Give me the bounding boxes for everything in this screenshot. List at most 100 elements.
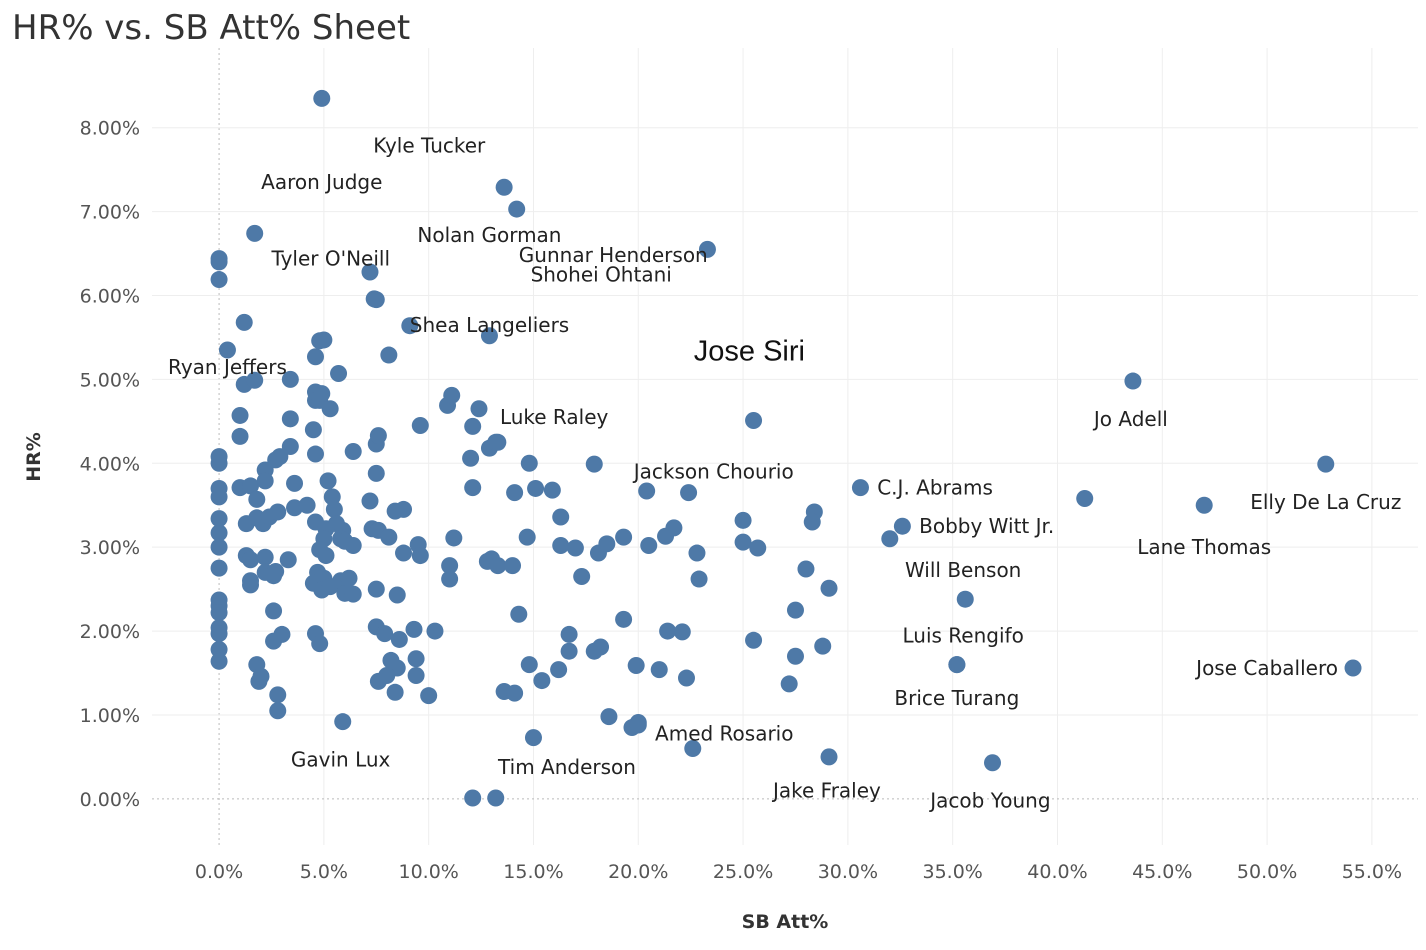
data-point[interactable] [598, 535, 616, 553]
data-point-labeled[interactable] [489, 433, 507, 451]
data-point[interactable] [395, 500, 413, 518]
data-point[interactable] [271, 448, 289, 466]
data-point[interactable] [380, 528, 398, 546]
data-point[interactable] [552, 536, 570, 554]
data-point[interactable] [470, 400, 488, 418]
data-point[interactable] [273, 625, 291, 643]
data-point[interactable] [390, 630, 408, 648]
data-point[interactable] [306, 348, 324, 366]
data-point[interactable] [464, 789, 482, 807]
data-point[interactable] [543, 481, 561, 499]
data-point[interactable] [340, 569, 358, 587]
data-point-labeled[interactable] [820, 748, 838, 766]
data-point-labeled[interactable] [851, 479, 869, 497]
data-point[interactable] [506, 484, 524, 502]
data-point[interactable] [803, 513, 821, 531]
data-point[interactable] [566, 539, 584, 557]
data-point[interactable] [640, 536, 658, 554]
data-point[interactable] [281, 410, 299, 428]
data-point[interactable] [684, 740, 702, 758]
data-point[interactable] [361, 263, 379, 281]
data-point[interactable] [464, 417, 482, 435]
data-point[interactable] [210, 625, 228, 643]
data-point-labeled[interactable] [984, 754, 1002, 772]
data-point[interactable] [242, 551, 260, 569]
data-point[interactable] [210, 271, 228, 289]
data-point[interactable] [786, 601, 804, 619]
data-point[interactable] [592, 638, 610, 656]
data-point[interactable] [304, 421, 322, 439]
data-point-labeled[interactable] [218, 341, 236, 359]
data-point-labeled[interactable] [745, 411, 763, 429]
data-point[interactable] [286, 474, 304, 492]
data-point[interactable] [520, 454, 538, 472]
data-point[interactable] [330, 365, 348, 383]
data-point[interactable] [786, 647, 804, 665]
data-point[interactable] [256, 548, 274, 566]
data-point[interactable] [489, 557, 507, 575]
data-point[interactable] [506, 684, 524, 702]
data-point[interactable] [638, 482, 656, 500]
data-point[interactable] [820, 579, 838, 597]
data-point[interactable] [780, 675, 798, 693]
data-point[interactable] [527, 479, 545, 497]
data-point[interactable] [573, 568, 591, 586]
data-point[interactable] [210, 488, 228, 506]
data-point-labeled[interactable] [893, 517, 911, 535]
data-point[interactable] [734, 533, 752, 551]
data-point[interactable] [797, 560, 815, 578]
data-point[interactable] [376, 625, 394, 643]
data-point[interactable] [367, 464, 385, 482]
data-point[interactable] [269, 702, 287, 720]
data-point[interactable] [269, 686, 287, 704]
data-point[interactable] [749, 539, 767, 557]
data-point-labeled[interactable] [524, 729, 542, 747]
data-point[interactable] [533, 672, 551, 690]
data-point[interactable] [673, 623, 691, 641]
data-point[interactable] [315, 331, 333, 349]
data-point-labeled[interactable] [1124, 372, 1142, 390]
data-point-labeled[interactable] [334, 713, 352, 731]
data-point[interactable] [504, 557, 522, 575]
data-point-labeled[interactable] [680, 484, 698, 502]
data-point[interactable] [210, 510, 228, 528]
data-point[interactable] [279, 551, 297, 569]
data-point[interactable] [235, 313, 253, 331]
data-point[interactable] [407, 667, 425, 685]
data-point[interactable] [231, 427, 249, 445]
data-point[interactable] [411, 417, 429, 435]
data-point[interactable] [242, 477, 260, 495]
data-point[interactable] [306, 445, 324, 463]
data-point[interactable] [210, 524, 228, 542]
data-point[interactable] [814, 637, 832, 655]
data-point[interactable] [411, 547, 429, 565]
data-point[interactable] [361, 492, 379, 510]
data-point-labeled[interactable] [508, 200, 526, 218]
data-point[interactable] [677, 669, 695, 687]
data-point[interactable] [367, 580, 385, 598]
data-point[interactable] [600, 708, 618, 726]
data-point[interactable] [378, 667, 396, 685]
data-point[interactable] [395, 544, 413, 562]
data-point[interactable] [615, 528, 633, 546]
data-point[interactable] [298, 496, 316, 514]
data-point-labeled[interactable] [367, 291, 385, 309]
data-point[interactable] [401, 317, 419, 335]
data-point[interactable] [690, 570, 708, 588]
data-point[interactable] [388, 586, 406, 604]
data-point[interactable] [420, 687, 438, 705]
data-point[interactable] [286, 499, 304, 517]
data-point[interactable] [325, 500, 343, 518]
data-point[interactable] [210, 253, 228, 271]
data-point-labeled[interactable] [948, 656, 966, 674]
data-point[interactable] [319, 472, 337, 490]
data-point[interactable] [585, 455, 603, 473]
data-point[interactable] [426, 622, 444, 640]
data-point-labeled[interactable] [1317, 455, 1335, 473]
data-point[interactable] [443, 386, 461, 404]
data-point[interactable] [242, 572, 260, 590]
data-point[interactable] [269, 503, 287, 521]
data-point[interactable] [281, 438, 299, 455]
data-point-labeled[interactable] [246, 224, 264, 242]
data-point[interactable] [210, 454, 228, 472]
